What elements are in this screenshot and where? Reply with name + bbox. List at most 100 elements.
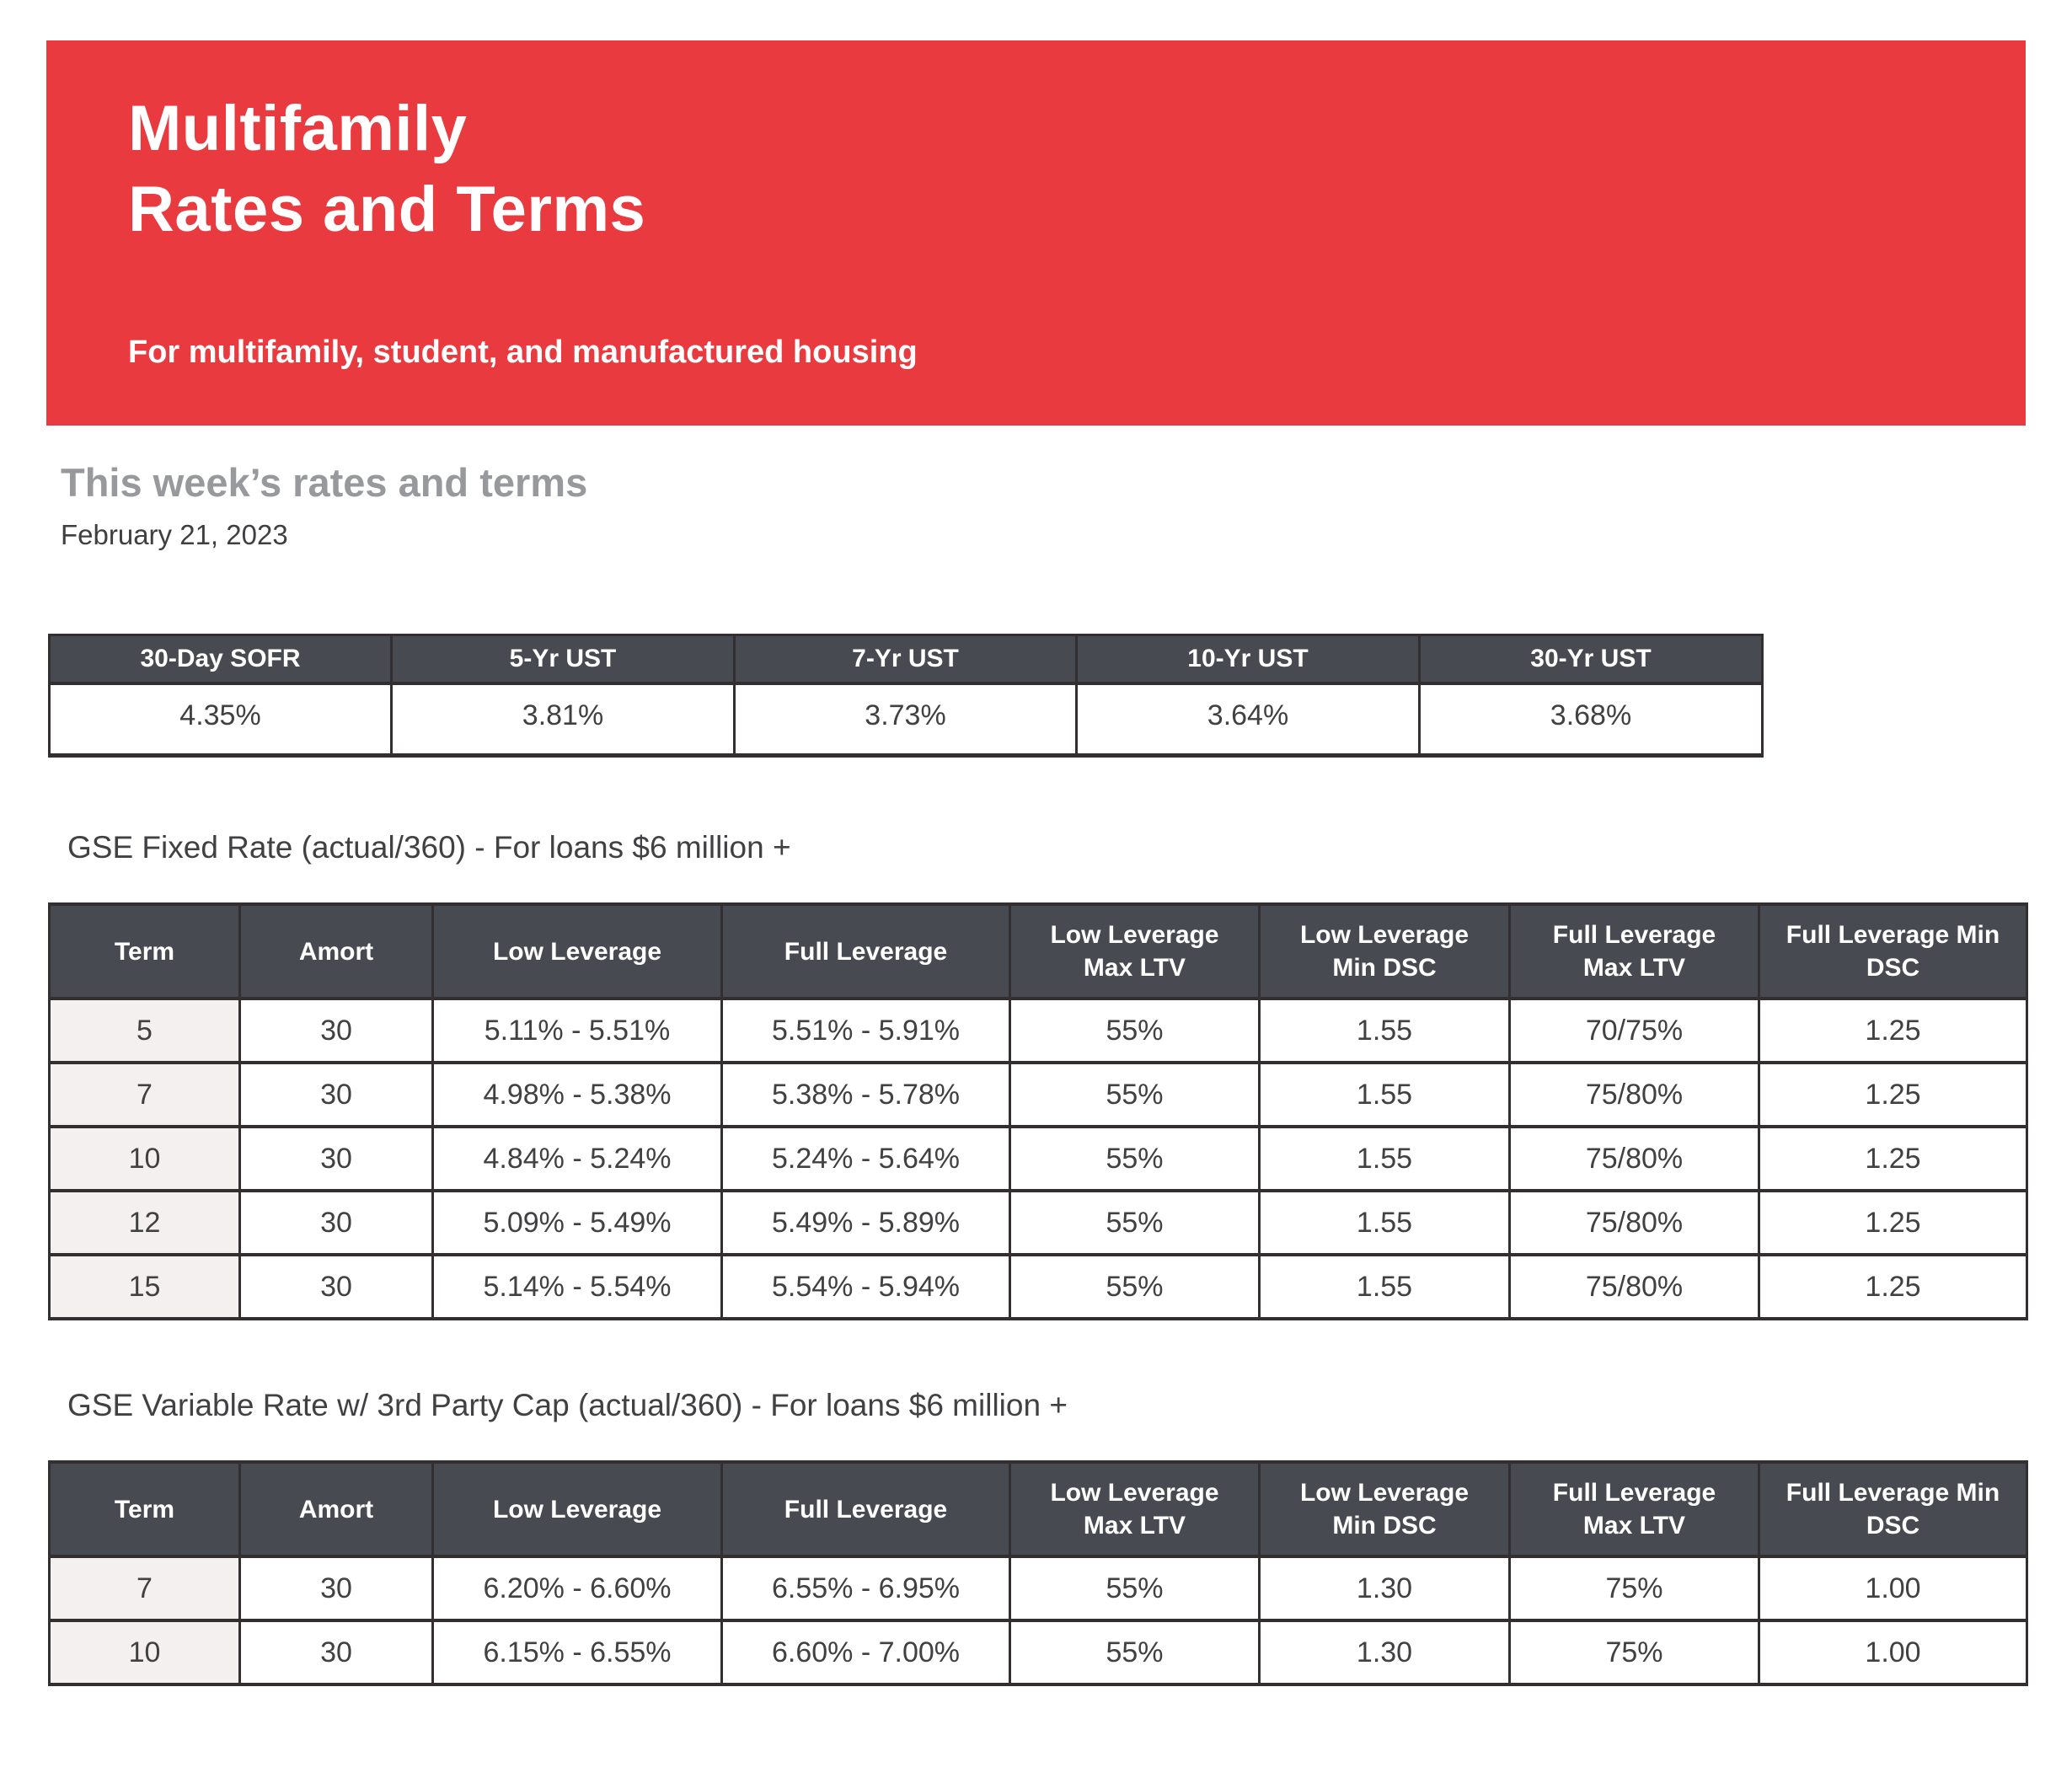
col-header-full-leverage-max-ltv: Full Leverage Max LTV: [1508, 902, 1760, 1000]
cell-low-leverage-min-dsc: 1.55: [1258, 1189, 1511, 1256]
fixed-rate-row-term-10: 10 30 4.84% - 5.24% 5.24% - 5.64% 55% 1.…: [48, 1125, 2028, 1192]
cell-low-leverage: 5.09% - 5.49%: [431, 1189, 723, 1256]
cell-full-leverage-min-dsc: 1.00: [1758, 1619, 2028, 1686]
col-header-low-leverage-max-ltv: Low Leverage Max LTV: [1009, 1460, 1261, 1558]
cell-term: 10: [48, 1125, 241, 1192]
col-header-full-leverage-max-ltv: Full Leverage Max LTV: [1508, 1460, 1760, 1558]
cell-amort: 30: [238, 1125, 434, 1192]
index-header-10yr-ust: 10-Yr UST: [1075, 634, 1421, 685]
col-header-low-leverage-max-ltv: Low Leverage Max LTV: [1009, 902, 1261, 1000]
cell-amort: 30: [238, 1619, 434, 1686]
cell-full-leverage: 5.49% - 5.89%: [720, 1189, 1011, 1256]
fixed-rate-section-title: GSE Fixed Rate (actual/360) - For loans …: [67, 830, 791, 865]
cell-low-leverage-min-dsc: 1.55: [1258, 1125, 1511, 1192]
cell-full-leverage-max-ltv: 75/80%: [1508, 1061, 1760, 1128]
cell-amort: 30: [238, 1253, 434, 1320]
cell-full-leverage-min-dsc: 1.00: [1758, 1555, 2028, 1622]
index-value-7yr-ust: 3.73%: [733, 682, 1078, 758]
cell-low-leverage-min-dsc: 1.30: [1258, 1555, 1511, 1622]
index-header-5yr-ust: 5-Yr UST: [390, 634, 736, 685]
cell-low-leverage: 6.15% - 6.55%: [431, 1619, 723, 1686]
cell-low-leverage-max-ltv: 55%: [1009, 1061, 1261, 1128]
report-date: February 21, 2023: [61, 519, 288, 550]
cell-low-leverage: 4.84% - 5.24%: [431, 1125, 723, 1192]
cell-full-leverage-min-dsc: 1.25: [1758, 1253, 2028, 1320]
cell-full-leverage-max-ltv: 70/75%: [1508, 997, 1760, 1064]
cell-amort: 30: [238, 1189, 434, 1256]
index-value-10yr-ust: 3.64%: [1075, 682, 1421, 758]
index-rates-header-row: 30-Day SOFR 5-Yr UST 7-Yr UST 10-Yr UST …: [48, 634, 1764, 685]
index-header-7yr-ust: 7-Yr UST: [733, 634, 1078, 685]
cell-amort: 30: [238, 1061, 434, 1128]
index-rates-value-row: 4.35% 3.81% 3.73% 3.64% 3.68%: [48, 682, 1764, 758]
col-header-amort: Amort: [238, 902, 434, 1000]
cell-full-leverage-max-ltv: 75/80%: [1508, 1253, 1760, 1320]
cell-low-leverage-max-ltv: 55%: [1009, 1253, 1261, 1320]
cell-low-leverage-max-ltv: 55%: [1009, 1189, 1261, 1256]
cell-amort: 30: [238, 1555, 434, 1622]
variable-rate-section-title: GSE Variable Rate w/ 3rd Party Cap (actu…: [67, 1388, 1068, 1422]
col-header-low-leverage-min-dsc: Low Leverage Min DSC: [1258, 1460, 1511, 1558]
col-header-low-leverage: Low Leverage: [431, 902, 723, 1000]
index-rates-table: 30-Day SOFR 5-Yr UST 7-Yr UST 10-Yr UST …: [48, 634, 1764, 758]
cell-term: 7: [48, 1555, 241, 1622]
variable-rate-row-term-7: 7 30 6.20% - 6.60% 6.55% - 6.95% 55% 1.3…: [48, 1555, 2028, 1622]
cell-term: 15: [48, 1253, 241, 1320]
fixed-rate-row-term-5: 5 30 5.11% - 5.51% 5.51% - 5.91% 55% 1.5…: [48, 997, 2028, 1064]
cell-full-leverage: 5.38% - 5.78%: [720, 1061, 1011, 1128]
cell-term: 10: [48, 1619, 241, 1686]
cell-full-leverage-min-dsc: 1.25: [1758, 1061, 2028, 1128]
document-subtitle: For multifamily, student, and manufactur…: [128, 334, 918, 370]
fixed-rate-row-term-7: 7 30 4.98% - 5.38% 5.38% - 5.78% 55% 1.5…: [48, 1061, 2028, 1128]
title-banner: Multifamily Rates and Terms For multifam…: [46, 40, 2026, 426]
cell-full-leverage-min-dsc: 1.25: [1758, 997, 2028, 1064]
cell-low-leverage-min-dsc: 1.55: [1258, 1061, 1511, 1128]
cell-full-leverage-min-dsc: 1.25: [1758, 1125, 2028, 1192]
index-value-sofr: 4.35%: [48, 682, 393, 758]
col-header-full-leverage: Full Leverage: [720, 902, 1011, 1000]
cell-full-leverage: 5.54% - 5.94%: [720, 1253, 1011, 1320]
col-header-term: Term: [48, 902, 241, 1000]
cell-full-leverage: 5.51% - 5.91%: [720, 997, 1011, 1064]
cell-term: 12: [48, 1189, 241, 1256]
cell-low-leverage: 5.11% - 5.51%: [431, 997, 723, 1064]
fixed-rate-table: Term Amort Low Leverage Full Leverage Lo…: [48, 902, 2028, 1320]
col-header-full-leverage-min-dsc: Full Leverage Min DSC: [1758, 1460, 2028, 1558]
fixed-rate-row-term-12: 12 30 5.09% - 5.49% 5.49% - 5.89% 55% 1.…: [48, 1189, 2028, 1256]
cell-full-leverage: 5.24% - 5.64%: [720, 1125, 1011, 1192]
cell-low-leverage: 5.14% - 5.54%: [431, 1253, 723, 1320]
cell-full-leverage-min-dsc: 1.25: [1758, 1189, 2028, 1256]
fixed-rate-header-row: Term Amort Low Leverage Full Leverage Lo…: [48, 902, 2028, 1000]
variable-rate-row-term-10: 10 30 6.15% - 6.55% 6.60% - 7.00% 55% 1.…: [48, 1619, 2028, 1686]
cell-full-leverage-max-ltv: 75%: [1508, 1555, 1760, 1622]
index-value-30yr-ust: 3.68%: [1418, 682, 1764, 758]
variable-rate-table: Term Amort Low Leverage Full Leverage Lo…: [48, 1460, 2028, 1686]
document-title-line1: Multifamily: [128, 93, 468, 164]
cell-term: 7: [48, 1061, 241, 1128]
cell-low-leverage-min-dsc: 1.55: [1258, 1253, 1511, 1320]
cell-low-leverage-max-ltv: 55%: [1009, 1619, 1261, 1686]
cell-low-leverage-max-ltv: 55%: [1009, 997, 1261, 1064]
col-header-low-leverage: Low Leverage: [431, 1460, 723, 1558]
index-value-5yr-ust: 3.81%: [390, 682, 736, 758]
col-header-full-leverage-min-dsc: Full Leverage Min DSC: [1758, 902, 2028, 1000]
index-header-30yr-ust: 30-Yr UST: [1418, 634, 1764, 685]
cell-low-leverage-min-dsc: 1.30: [1258, 1619, 1511, 1686]
cell-full-leverage-max-ltv: 75%: [1508, 1619, 1760, 1686]
document-title-line2: Rates and Terms: [128, 173, 646, 245]
col-header-amort: Amort: [238, 1460, 434, 1558]
index-header-sofr: 30-Day SOFR: [48, 634, 393, 685]
document-title: Multifamily Rates and Terms: [128, 88, 2026, 250]
cell-full-leverage-max-ltv: 75/80%: [1508, 1189, 1760, 1256]
cell-full-leverage: 6.60% - 7.00%: [720, 1619, 1011, 1686]
variable-rate-header-row: Term Amort Low Leverage Full Leverage Lo…: [48, 1460, 2028, 1558]
cell-full-leverage: 6.55% - 6.95%: [720, 1555, 1011, 1622]
col-header-term: Term: [48, 1460, 241, 1558]
col-header-full-leverage: Full Leverage: [720, 1460, 1011, 1558]
cell-low-leverage-max-ltv: 55%: [1009, 1125, 1261, 1192]
cell-term: 5: [48, 997, 241, 1064]
cell-full-leverage-max-ltv: 75/80%: [1508, 1125, 1760, 1192]
cell-low-leverage: 6.20% - 6.60%: [431, 1555, 723, 1622]
cell-low-leverage-min-dsc: 1.55: [1258, 997, 1511, 1064]
cell-amort: 30: [238, 997, 434, 1064]
